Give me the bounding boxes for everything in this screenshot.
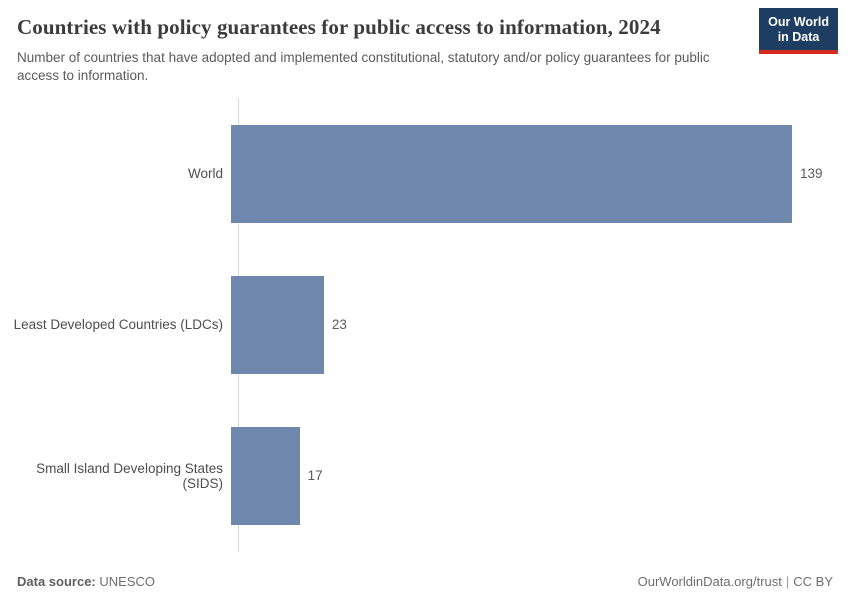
data-source: Data source: UNESCO [17, 574, 155, 589]
license-text: CC BY [793, 574, 833, 589]
owid-logo-line2: in Data [777, 30, 820, 44]
bar-row-world: World 139 [0, 98, 850, 249]
bar-row-ldcs: Least Developed Countries (LDCs) 23 [0, 249, 850, 400]
chart-footer: Data source: UNESCO OurWorldinData.org/t… [17, 574, 833, 589]
chart-header: Countries with policy guarantees for pub… [17, 15, 750, 84]
data-source-value: UNESCO [99, 574, 155, 589]
data-source-label: Data source: [17, 574, 96, 589]
value-label-world: 139 [800, 166, 823, 181]
bar-world[interactable] [231, 124, 792, 223]
bar-chart: World 139 Least Developed Countries (LDC… [0, 98, 850, 552]
category-label-ldcs: Least Developed Countries (LDCs) [13, 317, 223, 332]
category-label-sids: Small Island Developing States (SIDS) [36, 460, 223, 491]
footer-separator: | [785, 574, 790, 589]
footer-right: OurWorldinData.org/trust | CC BY [638, 574, 833, 589]
bar-sids[interactable] [231, 426, 300, 525]
chart-title: Countries with policy guarantees for pub… [17, 15, 661, 39]
value-label-sids: 17 [307, 468, 323, 483]
bar-ldcs[interactable] [231, 275, 324, 374]
owid-url-link[interactable]: OurWorldinData.org/trust [637, 574, 782, 589]
owid-logo[interactable]: Our World in Data [759, 8, 838, 54]
bar-row-sids: Small Island Developing States (SIDS) 17 [0, 400, 850, 551]
chart-subtitle: Number of countries that have adopted an… [17, 50, 710, 83]
value-label-ldcs: 23 [331, 317, 347, 332]
owid-logo-line1: Our World [768, 15, 829, 29]
category-label-world: World [187, 166, 223, 181]
